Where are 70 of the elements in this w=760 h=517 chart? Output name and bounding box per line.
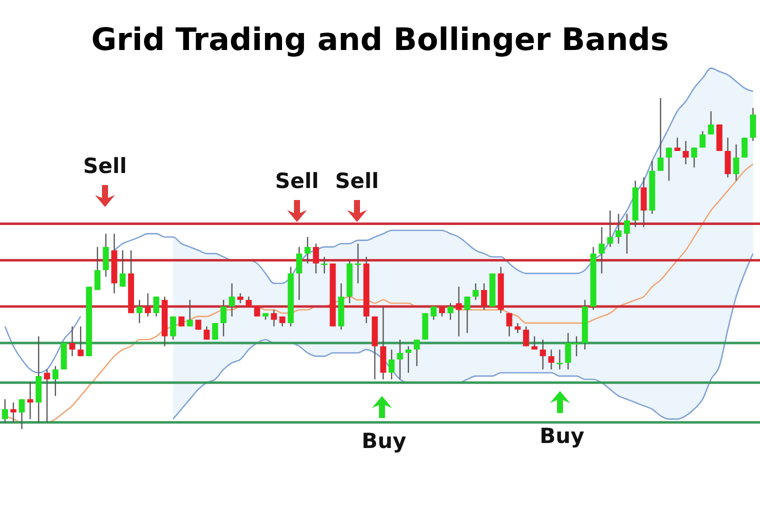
annotation: Sell — [335, 169, 379, 193]
annotation: Buy — [540, 424, 585, 448]
candlestick — [750, 107, 756, 142]
candlestick — [640, 176, 647, 228]
chart-title: Grid Trading and Bollinger Bands — [91, 22, 669, 58]
candlestick — [506, 312, 512, 337]
candlestick — [186, 299, 193, 327]
candlestick — [144, 292, 151, 318]
candlestick — [556, 348, 563, 370]
candlestick — [540, 339, 546, 370]
candlestick — [237, 292, 244, 304]
candlestick — [405, 346, 412, 374]
candlestick — [228, 282, 235, 318]
candlestick — [472, 282, 479, 301]
annotation: Sell — [275, 169, 319, 193]
candlestick — [321, 256, 328, 274]
candlestick — [430, 306, 437, 320]
candlestick — [565, 332, 572, 370]
candlestick — [153, 296, 160, 318]
candlestick — [666, 147, 672, 182]
candlestick — [27, 382, 34, 420]
candlestick — [658, 97, 664, 172]
candlestick — [724, 137, 731, 178]
candlestick — [388, 348, 395, 380]
candlestick — [52, 366, 58, 396]
candlestick — [708, 110, 714, 136]
candlestick — [220, 299, 227, 337]
candlestick — [102, 233, 109, 278]
candlestick — [607, 210, 614, 248]
candlestick — [312, 243, 319, 274]
candlestick — [296, 246, 302, 301]
candlestick — [170, 316, 176, 340]
candlestick — [270, 309, 277, 327]
candlestick — [531, 336, 538, 350]
candlestick — [674, 137, 680, 152]
candlestick — [598, 226, 605, 274]
candlestick — [700, 130, 706, 148]
candlestick — [10, 402, 16, 423]
candlestick — [624, 213, 630, 254]
candlestick — [733, 144, 740, 182]
candlestick — [78, 326, 84, 357]
candlestick — [682, 140, 689, 165]
candlestick — [414, 339, 420, 367]
candlestick — [254, 306, 260, 318]
candlestick — [2, 398, 8, 423]
candlestick — [691, 147, 698, 168]
candlestick — [742, 137, 748, 158]
candlestick — [44, 368, 50, 423]
annotation: Sell — [83, 154, 127, 178]
candlestick — [574, 336, 580, 357]
candlestick — [120, 250, 126, 288]
candlestick — [464, 296, 470, 334]
candlestick — [354, 243, 361, 284]
candlestick — [523, 326, 530, 347]
candlestick — [514, 322, 521, 334]
candlestick — [616, 213, 622, 244]
candlestick — [69, 326, 76, 357]
candlestick — [456, 286, 462, 337]
candlestick — [136, 299, 142, 324]
candlestick — [94, 246, 100, 291]
candlestick — [397, 339, 404, 380]
candlestick — [204, 326, 210, 340]
candlestick — [304, 236, 311, 264]
candlestick — [447, 302, 454, 320]
candlestick — [18, 398, 25, 430]
candlestick — [481, 282, 488, 310]
annotation: Buy — [362, 429, 407, 453]
candlestick — [439, 306, 446, 318]
candlestick — [548, 348, 554, 370]
candlestick — [212, 322, 218, 340]
